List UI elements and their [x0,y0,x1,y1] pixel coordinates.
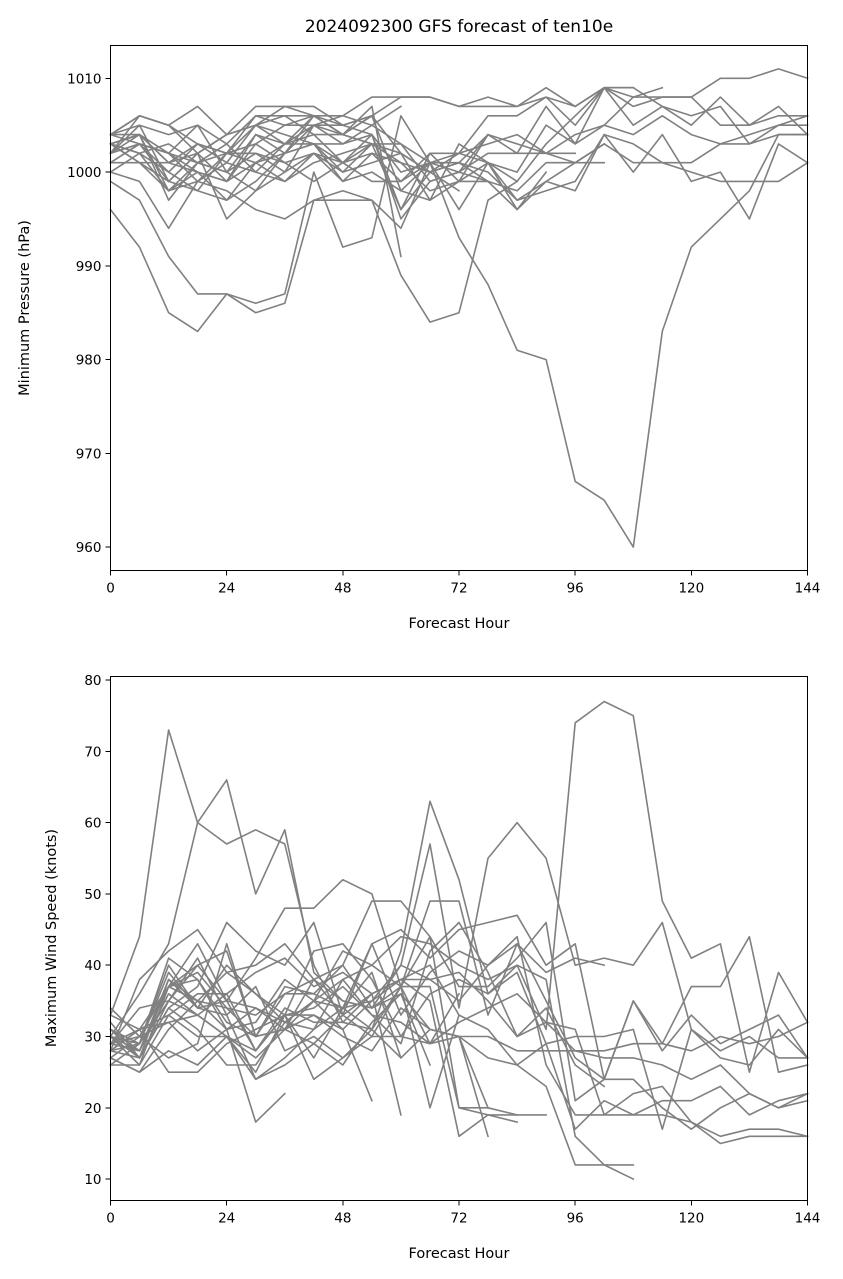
wind-series-group [109,700,809,1181]
wind-y-tick-label: 10 [84,1172,101,1188]
pressure-y-tick-label: 1000 [67,165,101,181]
pressure-series-line-7 [109,133,809,230]
wind-series-line-15 [109,921,606,1088]
wind-y-tick-label: 60 [84,816,101,832]
wind-series-line-26 [109,1000,373,1102]
wind-y-tick-label: 70 [84,744,101,760]
pressure-x-tick-label: 120 [678,581,704,597]
wind-y-ticks: 10 20 30 40 50 60 70 80 [84,673,111,1188]
wind-series-line-24 [109,992,402,1116]
wind-x-tick-label: 144 [795,1211,821,1227]
wind-series-line-27 [109,957,286,1123]
pressure-y-tick-label: 970 [76,446,102,462]
pressure-series-line-24 [109,114,373,155]
wind-y-tick-label: 30 [84,1030,101,1046]
pressure-y-tick-label: 960 [76,540,102,556]
wind-y-tick-label: 50 [84,887,101,903]
pressure-x-tick-label: 48 [334,581,351,597]
pressure-series-line-3 [109,86,809,136]
chart-title: 2024092300 GFS forecast of ten10e [305,17,613,37]
wind-series-line-7 [109,942,809,1109]
wind-series-line-17 [109,964,519,1138]
wind-x-tick-label: 48 [334,1211,351,1227]
wind-series-line-5 [109,914,809,1081]
wind-y-tick-label: 20 [84,1101,101,1117]
pressure-series-line-12 [109,86,635,201]
pressure-y-tick-label: 980 [76,353,102,369]
pressure-x-axis-label: Forecast Hour [409,616,510,632]
pressure-x-tick-label: 72 [450,581,467,597]
pressure-y-tick-label: 990 [76,259,102,275]
wind-axes-frame [110,676,808,1201]
pressure-series-line-22 [109,105,403,164]
wind-x-tick-label: 120 [678,1211,704,1227]
wind-series-line-18 [109,935,518,1116]
wind-series-line-22 [109,964,461,1109]
wind-series-line-16 [109,964,547,1116]
wind-y-axis-label: Maximum Wind Speed (knots) [44,829,60,1047]
wind-series-line-9 [109,942,809,1130]
pressure-x-tick-label: 96 [567,581,584,597]
pressure-x-tick-label: 0 [106,581,115,597]
wind-x-tick-label: 96 [567,1211,584,1227]
pressure-x-tick-label: 24 [218,581,235,597]
wind-y-tick-label: 80 [84,673,101,689]
wind-series-line-21 [109,985,461,1052]
pressure-y-axis-label: Minimum Pressure (hPa) [17,220,33,396]
wind-chart: 0 24 48 72 96 120 144 10 20 30 40 50 60 70 80 Forecas… [44,673,820,1262]
pressure-series-line-11 [109,86,664,173]
wind-x-tick-label: 72 [450,1211,467,1227]
pressure-chart: 2024092300 GFS forecast of ten10e 0 24 48 7… [17,17,820,632]
pressure-series-line-17 [109,124,490,201]
wind-series-line-1 [109,700,809,1073]
wind-y-tick-label: 40 [84,958,101,974]
wind-series-line-13 [109,1007,635,1181]
wind-x-ticks: 0 24 48 72 96 120 144 [106,1200,821,1227]
pressure-x-tick-label: 144 [795,581,821,597]
wind-x-tick-label: 24 [218,1211,235,1227]
pressure-series-line-2 [109,115,809,548]
pressure-series-line-23 [109,142,374,192]
pressure-y-tick-label: 1010 [67,71,101,87]
wind-series-line-25 [109,978,403,1060]
pressure-series-group [109,68,809,548]
pressure-series-line-18 [109,115,490,220]
pressure-x-ticks: 0 24 48 72 96 120 144 [106,570,821,597]
wind-x-axis-label: Forecast Hour [409,1246,510,1262]
pressure-y-ticks: 960 970 980 990 1000 1010 [67,71,111,556]
wind-series-line-23 [109,950,432,1067]
wind-x-tick-label: 0 [106,1211,115,1227]
